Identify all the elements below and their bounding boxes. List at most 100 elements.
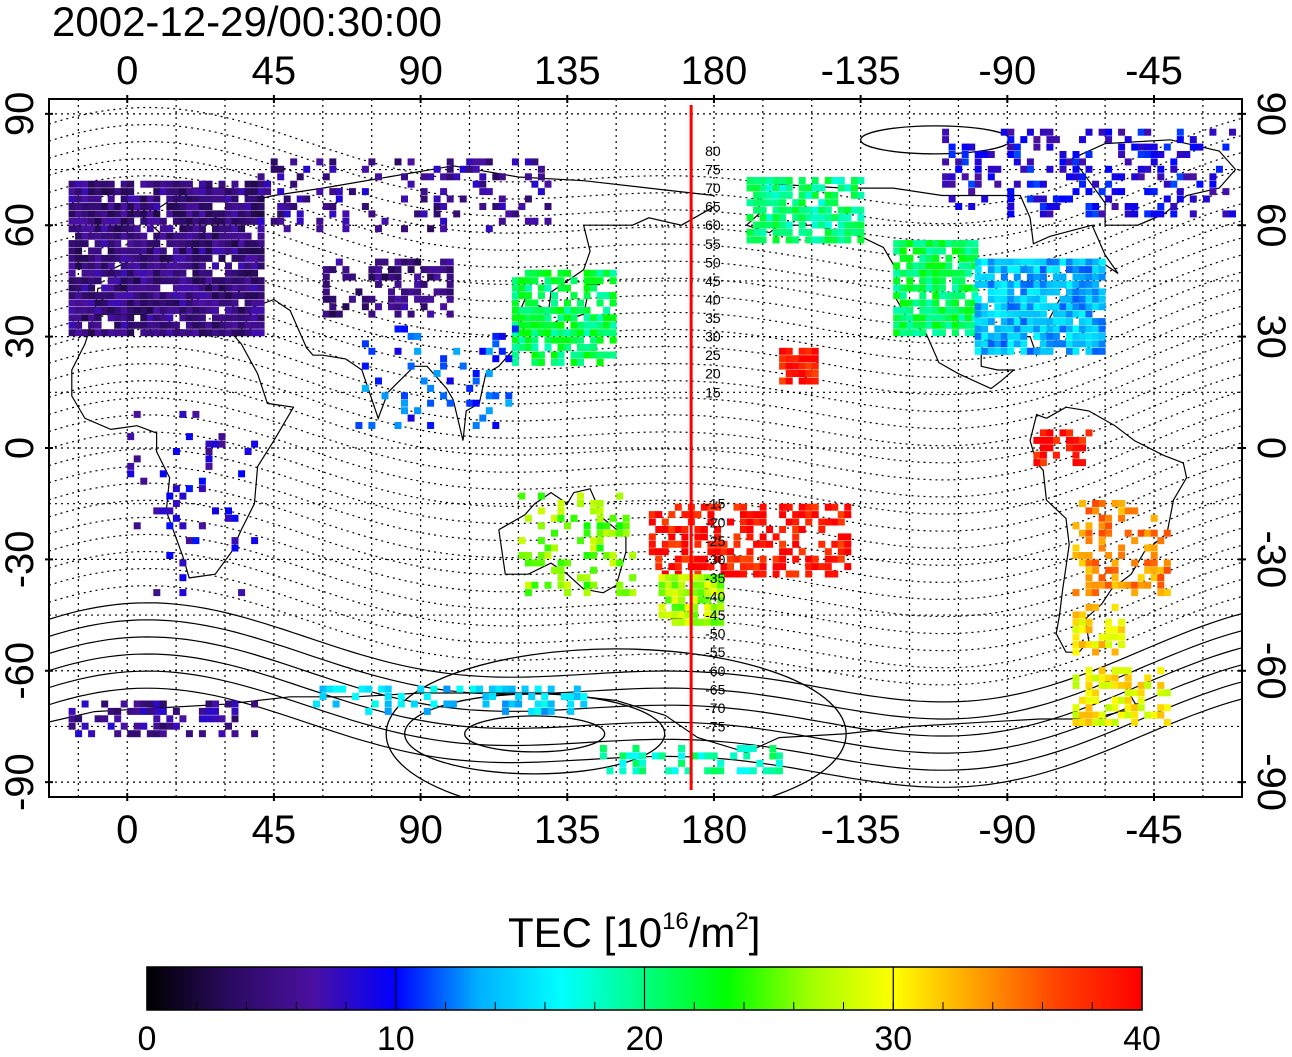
tec-cell <box>1039 288 1047 296</box>
tec-cell <box>140 722 148 730</box>
tec-cell <box>811 177 819 184</box>
dip-label: 35 <box>705 310 721 326</box>
tec-cell <box>1072 444 1080 452</box>
tec-cell <box>153 217 161 225</box>
tec-cell <box>417 685 425 693</box>
tec-cell <box>710 581 718 589</box>
tec-cell <box>919 284 927 292</box>
tec-cell <box>238 470 246 478</box>
tec-cell <box>1170 210 1178 218</box>
tec-cell <box>691 596 699 604</box>
tec-cell <box>632 752 640 760</box>
tec-cell <box>674 555 682 563</box>
tec-cell <box>1118 696 1126 704</box>
tec-cell <box>971 262 979 270</box>
tec-cell <box>231 180 239 188</box>
tec-cell <box>524 581 532 589</box>
tec-cell <box>1085 537 1093 545</box>
tec-cell <box>198 262 206 270</box>
tec-cell <box>987 258 995 266</box>
tec-cell <box>166 277 174 285</box>
tec-cell <box>537 507 545 515</box>
coastline-path <box>498 488 627 594</box>
tec-cell <box>1072 451 1080 459</box>
tec-cell <box>518 537 526 545</box>
tec-cell <box>218 188 226 196</box>
tec-cell <box>1111 574 1119 582</box>
tec-cell <box>472 158 480 166</box>
tec-cell <box>1079 711 1086 719</box>
tec-cell <box>974 173 982 181</box>
tec-cell <box>114 225 122 233</box>
tec-cell <box>759 570 767 578</box>
tec-cell <box>518 277 526 285</box>
tec-cell <box>205 306 213 314</box>
dip-label: 75 <box>705 162 721 178</box>
tec-cell <box>720 540 728 548</box>
tec-cell <box>544 180 552 188</box>
tec-cell <box>81 314 89 322</box>
tec-cell <box>107 262 115 270</box>
tec-cell <box>1137 529 1145 537</box>
tec-cell <box>198 477 206 485</box>
tec-cell <box>127 203 135 210</box>
tec-cell <box>1111 667 1119 675</box>
tec-cell <box>1039 318 1047 326</box>
tec-cell <box>257 188 265 196</box>
tec-cell <box>1150 529 1158 537</box>
tec-cell <box>596 329 604 337</box>
tec-cell <box>479 180 487 188</box>
tec-cell <box>120 225 128 233</box>
tec-cell <box>694 555 702 563</box>
tec-cell <box>1039 258 1047 266</box>
tec-cell <box>938 262 946 270</box>
tec-cell <box>981 280 989 288</box>
tec-cell <box>1046 143 1054 151</box>
tec-cell <box>792 511 800 519</box>
tec-cell <box>1072 626 1080 634</box>
dip-contour <box>49 653 1242 754</box>
tec-cell <box>707 563 715 571</box>
tec-cell <box>893 292 901 300</box>
tec-cell <box>198 314 206 322</box>
tec-cell <box>639 759 646 767</box>
tec-cell <box>759 540 767 548</box>
tec-cell <box>101 262 109 270</box>
tec-cell <box>368 310 376 318</box>
tec-cell <box>433 370 441 377</box>
tec-cell <box>912 262 920 270</box>
tec-cell <box>107 247 115 255</box>
tec-cell <box>524 306 532 314</box>
tec-cell <box>225 217 232 225</box>
tec-cell <box>772 555 780 563</box>
tec-cell <box>166 306 174 314</box>
tec-cell <box>1079 626 1086 634</box>
tec-cell <box>420 210 428 218</box>
tec-cell <box>837 511 845 519</box>
tec-cell <box>75 180 83 188</box>
tec-cell <box>244 284 252 292</box>
tec-cell <box>1098 529 1106 537</box>
tec-cell <box>1124 158 1132 166</box>
tec-cell <box>114 240 122 248</box>
tec-cell <box>472 165 480 173</box>
tec-cell <box>1163 719 1171 726</box>
tec-cell <box>766 177 774 184</box>
tec-cell <box>779 199 787 207</box>
tec-cell <box>524 173 532 181</box>
tec-cell <box>648 518 656 526</box>
tec-cell <box>430 685 438 693</box>
tec-cell <box>166 188 174 196</box>
tec-cell <box>94 217 102 225</box>
tec-cell <box>557 507 565 515</box>
tec-cell <box>590 581 598 589</box>
tec-cell <box>127 180 135 188</box>
tec-cell <box>205 254 213 262</box>
tec-cell <box>185 262 193 270</box>
tec-cell <box>1144 128 1152 136</box>
tec-cell <box>551 292 558 300</box>
tec-cell <box>564 589 571 597</box>
tec-cell <box>107 707 115 715</box>
tec-cell <box>1098 537 1106 545</box>
tec-cell <box>192 188 200 196</box>
